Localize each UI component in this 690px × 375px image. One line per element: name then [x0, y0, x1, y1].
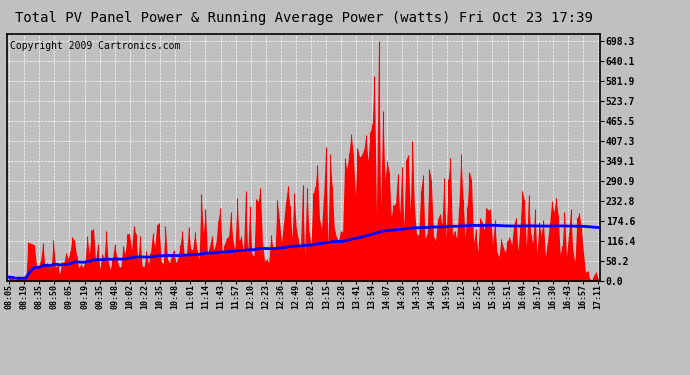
- Text: Total PV Panel Power & Running Average Power (watts) Fri Oct 23 17:39: Total PV Panel Power & Running Average P…: [14, 11, 593, 25]
- Text: Copyright 2009 Cartronics.com: Copyright 2009 Cartronics.com: [10, 41, 180, 51]
